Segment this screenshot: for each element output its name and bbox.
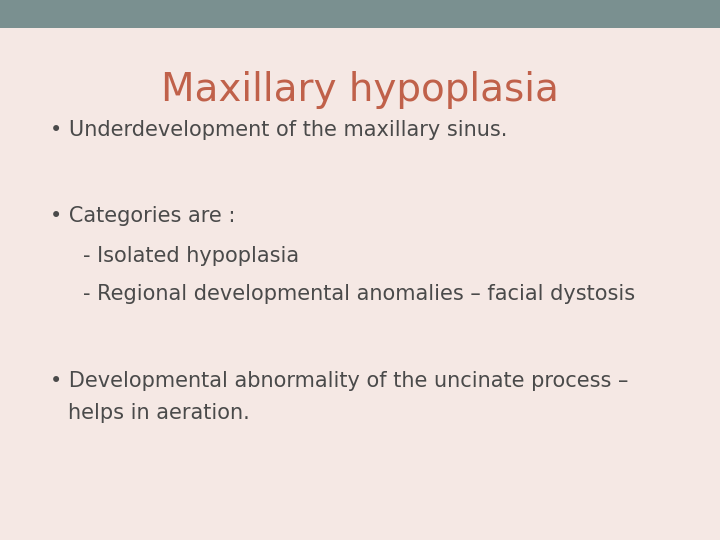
Text: - Isolated hypoplasia: - Isolated hypoplasia: [83, 246, 299, 267]
Text: • Categories are :: • Categories are :: [50, 206, 235, 226]
Text: helps in aeration.: helps in aeration.: [68, 403, 250, 423]
Text: - Regional developmental anomalies – facial dystosis: - Regional developmental anomalies – fac…: [83, 284, 635, 305]
Text: Maxillary hypoplasia: Maxillary hypoplasia: [161, 71, 559, 109]
Text: • Developmental abnormality of the uncinate process –: • Developmental abnormality of the uncin…: [50, 370, 629, 391]
Text: • Underdevelopment of the maxillary sinus.: • Underdevelopment of the maxillary sinu…: [50, 119, 508, 140]
Bar: [0, 0, 720, 28]
